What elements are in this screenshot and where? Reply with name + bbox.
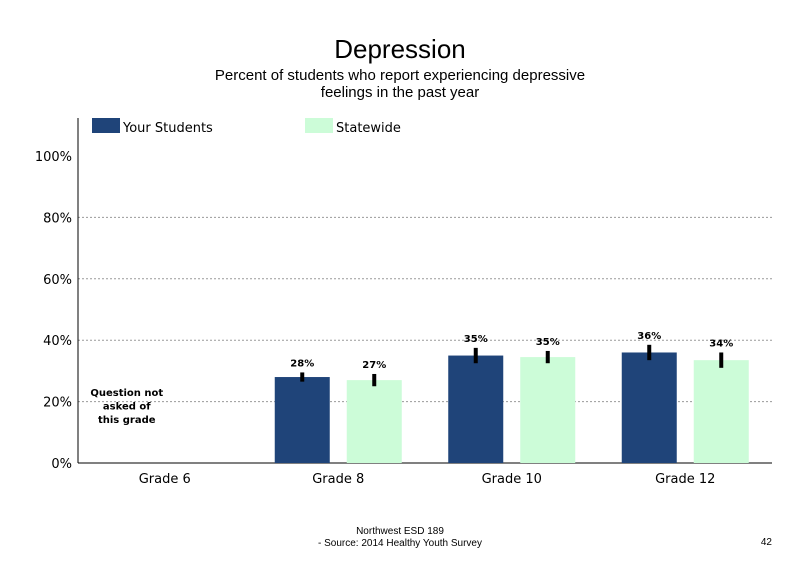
footer-source: - Source: 2014 Healthy Youth Survey [318, 538, 482, 549]
x-tick-label: Grade 12 [655, 472, 715, 487]
annotation-text: this grade [98, 415, 156, 426]
bar [520, 357, 576, 463]
bar [693, 360, 749, 463]
x-tick-label: Grade 8 [312, 472, 364, 487]
data-label: 36% [637, 331, 661, 342]
data-label: 34% [709, 338, 733, 349]
legend-swatch [305, 118, 333, 133]
footer-organization: Northwest ESD 189 [356, 526, 444, 537]
y-tick-label: 60% [43, 273, 72, 288]
x-tick-label: Grade 10 [482, 472, 542, 487]
y-tick-label: 20% [43, 396, 72, 411]
data-label: 27% [362, 360, 386, 371]
legend-label: Your Students [122, 121, 213, 136]
chart-title: Depression [334, 34, 466, 64]
bar [448, 355, 504, 463]
page-number: 42 [760, 537, 772, 548]
x-tick-label: Grade 6 [139, 472, 191, 487]
y-tick-label: 100% [35, 150, 72, 165]
legend-label: Statewide [336, 121, 401, 136]
data-label: 28% [290, 358, 314, 369]
y-tick-label: 80% [43, 211, 72, 226]
annotation-text: asked of [103, 402, 151, 413]
annotation-text: Question not [90, 388, 163, 399]
data-label: 35% [464, 334, 488, 345]
y-tick-label: 40% [43, 334, 72, 349]
y-tick-label: 0% [51, 457, 72, 472]
data-label: 35% [536, 337, 560, 348]
bar [274, 377, 330, 463]
bar [621, 352, 677, 463]
legend-swatch [92, 118, 120, 133]
bar [346, 380, 402, 463]
chart-subtitle: Percent of students who report experienc… [214, 67, 586, 101]
